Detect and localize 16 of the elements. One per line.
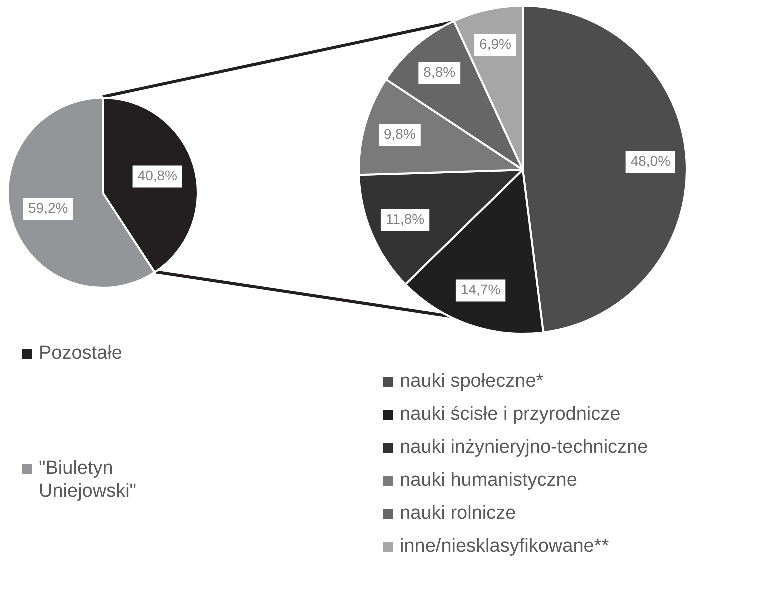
data-label: 9,8%: [384, 126, 416, 142]
data-label: 59,2%: [28, 200, 68, 216]
data-label: 14,7%: [460, 282, 501, 298]
legend-label: "Biuletyn Uniejowski": [39, 457, 138, 503]
legend-label: nauki humanistyczne: [400, 469, 578, 492]
legend-label: nauki społeczne*: [400, 370, 544, 393]
data-label: 6,9%: [480, 36, 512, 52]
legend-label: inne/niesklasyfikowane**: [400, 535, 610, 558]
data-label: 11,8%: [386, 210, 425, 227]
legend-label: nauki rolnicze: [400, 502, 516, 525]
legend-label: nauki inżynieryjno-techniczne: [400, 436, 648, 459]
data-label: 8,8%: [424, 64, 456, 80]
legend-label: nauki ścisłe i przyrodnicze: [400, 403, 621, 426]
legend-label: Pozostałe: [39, 342, 122, 365]
data-label: 40,8%: [138, 168, 178, 184]
data-label: 48,0%: [630, 152, 671, 169]
